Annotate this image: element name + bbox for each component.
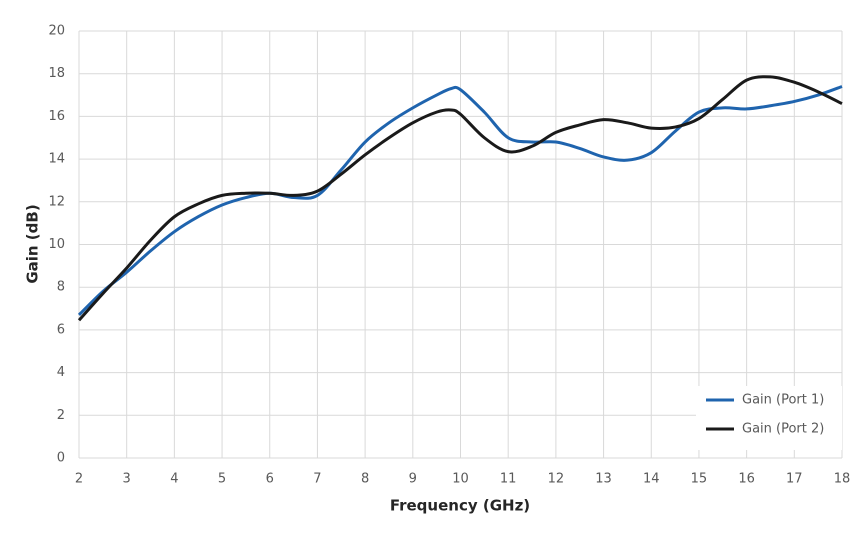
x-tick-label: 12 xyxy=(548,472,565,487)
y-tick-label: 10 xyxy=(48,237,65,252)
x-tick-label: 14 xyxy=(643,472,660,487)
x-tick-label: 3 xyxy=(123,472,131,487)
y-tick-label: 8 xyxy=(57,280,65,295)
y-tick-label: 6 xyxy=(57,322,65,337)
x-tick-label: 7 xyxy=(313,472,321,487)
legend: Gain (Port 1) Gain (Port 2) xyxy=(696,386,842,450)
y-tick-label: 12 xyxy=(48,194,65,209)
y-tick-label: 14 xyxy=(48,152,65,167)
legend-label: Gain (Port 2) xyxy=(742,422,824,437)
legend-label: Gain (Port 1) xyxy=(742,393,824,408)
x-tick-label: 11 xyxy=(500,472,517,487)
x-tick-label: 9 xyxy=(409,472,417,487)
x-tick-label: 2 xyxy=(75,472,83,487)
x-axis-title: Frequency (GHz) xyxy=(390,497,530,515)
y-axis-title: Gain (dB) xyxy=(24,204,42,283)
x-tick-label: 8 xyxy=(361,472,369,487)
x-tick-label: 6 xyxy=(266,472,274,487)
y-tick-label: 18 xyxy=(48,66,65,81)
y-tick-label: 0 xyxy=(57,451,65,466)
x-tick-label: 18 xyxy=(834,472,851,487)
x-tick-label: 16 xyxy=(738,472,755,487)
y-tick-label: 16 xyxy=(48,109,65,124)
x-tick-label: 10 xyxy=(452,472,469,487)
y-tick-label: 20 xyxy=(48,24,65,39)
x-tick-label: 17 xyxy=(786,472,803,487)
y-tick-label: 4 xyxy=(57,365,65,380)
legend-box xyxy=(696,386,842,450)
x-tick-label: 15 xyxy=(691,472,708,487)
x-tick-label: 5 xyxy=(218,472,226,487)
x-tick-label: 4 xyxy=(170,472,178,487)
x-tick-label: 13 xyxy=(595,472,612,487)
series-line xyxy=(77,75,843,322)
y-tick-label: 2 xyxy=(57,408,65,423)
